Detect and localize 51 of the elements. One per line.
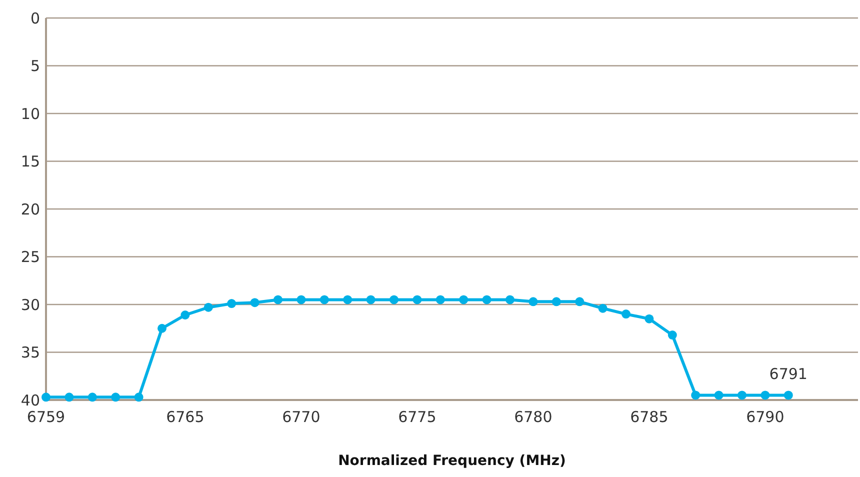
point	[412, 295, 422, 304]
x-tick-label: 6780	[514, 408, 552, 426]
point	[622, 310, 630, 319]
x-tick-label: 6759	[26, 408, 66, 426]
point	[506, 295, 514, 304]
point	[528, 297, 538, 306]
point	[390, 295, 398, 304]
point	[668, 330, 677, 340]
x-tick-label: 6775	[398, 408, 436, 426]
y-tick-label: 5	[30, 57, 40, 75]
x-tick-label: 6790	[746, 408, 784, 426]
y-tick-label: 40	[20, 391, 40, 410]
point	[134, 392, 144, 402]
y-tick-label: 10	[20, 104, 40, 123]
point	[250, 298, 260, 308]
point	[691, 390, 700, 400]
point	[760, 390, 770, 400]
point	[482, 295, 492, 304]
y-tick-label: 0	[30, 9, 40, 28]
point	[575, 297, 584, 306]
x-tick-label: 6785	[630, 408, 668, 426]
y-tick-label: 25	[20, 248, 40, 266]
point	[158, 324, 166, 333]
x-axis-title: Normalized Frequency (MHz)	[338, 453, 566, 469]
point	[436, 295, 445, 304]
point	[459, 295, 468, 304]
point	[64, 392, 74, 402]
point	[320, 295, 329, 304]
point	[714, 390, 724, 400]
annotation: 6791	[769, 365, 808, 384]
x-tick-label: 6765	[166, 408, 204, 426]
x-tick-label: 6770	[282, 408, 320, 426]
point	[784, 390, 793, 400]
y-tick-label: 15	[20, 152, 40, 170]
point	[42, 392, 50, 402]
point	[738, 390, 746, 400]
point	[111, 392, 120, 402]
point	[227, 299, 236, 308]
point	[552, 297, 561, 306]
point	[644, 314, 654, 324]
y-tick-label: 20	[20, 200, 40, 218]
y-tick-label: 30	[20, 296, 40, 314]
point	[343, 295, 352, 304]
point	[274, 295, 282, 304]
point	[88, 392, 97, 402]
point	[180, 310, 190, 320]
point	[366, 295, 376, 304]
point	[598, 304, 608, 313]
point	[204, 302, 213, 312]
y-tick-label: 35	[20, 344, 40, 362]
point	[296, 295, 306, 304]
